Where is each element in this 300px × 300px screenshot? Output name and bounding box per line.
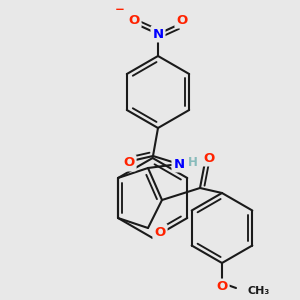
Text: −: −	[115, 4, 125, 16]
Text: O: O	[176, 14, 188, 26]
Text: O: O	[128, 14, 140, 26]
Text: O: O	[203, 152, 214, 164]
Text: O: O	[154, 226, 166, 238]
Text: N: N	[152, 28, 164, 40]
Text: CH₃: CH₃	[248, 286, 270, 296]
Text: O: O	[123, 157, 135, 169]
Text: O: O	[216, 280, 228, 293]
Text: N: N	[173, 158, 184, 170]
Text: H: H	[188, 155, 198, 169]
